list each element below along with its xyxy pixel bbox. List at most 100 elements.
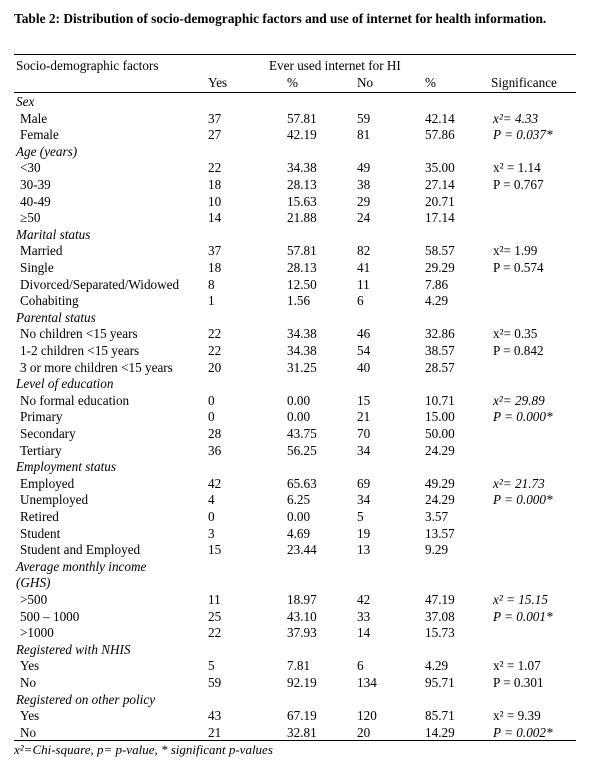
cell-no: 42 — [357, 592, 371, 607]
cell-significance: P = 0.842 — [493, 343, 544, 358]
cell-no: 49 — [357, 160, 371, 176]
row-label: Tertiary — [20, 442, 62, 458]
cell-pct-yes: 21.88 — [287, 210, 317, 226]
row-label: 1-2 children <15 years — [20, 343, 140, 358]
cell-yes: 21 — [208, 724, 222, 740]
table-title: Table 2: Distribution of socio-demograph… — [14, 11, 547, 26]
cell-pct-yes: 31.25 — [287, 359, 317, 375]
category-heading: (GHS) — [16, 575, 51, 591]
cell-significance: x²= 1.99 — [493, 243, 538, 259]
cell-no: 15 — [357, 392, 371, 408]
row-label: 40-49 — [20, 193, 51, 209]
row-label: <30 — [20, 160, 41, 176]
cell-yes: 15 — [208, 542, 222, 558]
cell-significance: P = 0.000* — [493, 409, 553, 425]
cell-pct-no: 49.29 — [425, 475, 455, 491]
cell-yes: 43 — [208, 708, 222, 724]
cell-pct-no: 35.00 — [425, 160, 455, 176]
cell-pct-no: 13.57 — [425, 525, 455, 541]
category-heading: Employment status — [16, 459, 116, 475]
cell-pct-yes: 12.50 — [287, 276, 317, 292]
cell-no: 70 — [357, 426, 371, 441]
row-label: 500 – 1000 — [20, 608, 80, 624]
cell-no: 38 — [357, 177, 371, 192]
cell-pct-no: 4.29 — [425, 658, 449, 674]
cell-pct-no: 15.00 — [425, 409, 455, 425]
cell-yes: 18 — [208, 260, 222, 275]
cell-yes: 1 — [208, 293, 215, 309]
cell-yes: 0 — [208, 392, 215, 408]
cell-pct-no: 24.29 — [425, 442, 455, 458]
category-heading: Marital status — [16, 226, 91, 242]
cell-no: 29 — [357, 193, 371, 209]
row-label: Primary — [20, 409, 63, 425]
cell-yes: 27 — [208, 127, 222, 143]
category-heading: Registered on other policy — [16, 691, 156, 707]
cell-pct-yes: 34.38 — [287, 343, 317, 358]
cell-significance: P = 0.301 — [493, 675, 544, 690]
row-label: Married — [20, 243, 63, 259]
row-label: Single — [20, 260, 54, 275]
cell-no: 34 — [357, 442, 371, 458]
category-heading: Age (years) — [16, 143, 78, 159]
row-label: Employed — [20, 475, 75, 491]
cell-pct-no: 42.14 — [425, 110, 455, 126]
cell-pct-yes: 32.81 — [287, 724, 317, 740]
cell-pct-yes: 57.81 — [287, 243, 317, 259]
cell-pct-yes: 28.13 — [287, 177, 317, 192]
cell-pct-no: 9.29 — [425, 542, 449, 558]
cell-significance: x² = 9.39 — [493, 708, 541, 724]
category-heading: Registered with NHIS — [16, 641, 131, 657]
cell-no: 81 — [357, 127, 371, 143]
cell-yes: 37 — [208, 243, 222, 259]
cell-pct-no: 28.57 — [425, 359, 455, 375]
cell-pct-yes: 4.69 — [287, 525, 311, 541]
cell-yes: 18 — [208, 177, 222, 192]
row-label: >500 — [20, 592, 48, 607]
header-factor: Socio-demographic factors — [16, 58, 159, 73]
cell-yes: 10 — [208, 193, 222, 209]
table-footnote: x²=Chi-square, p= p-value, * significant… — [14, 742, 273, 757]
cell-yes: 8 — [208, 276, 215, 292]
row-label: Student — [20, 525, 61, 541]
cell-pct-yes: 6.25 — [287, 492, 311, 508]
cell-pct-no: 17.14 — [425, 210, 455, 226]
cell-no: 19 — [357, 525, 371, 541]
cell-pct-yes: 0.00 — [287, 392, 311, 408]
cell-no: 6 — [357, 293, 364, 309]
category-heading: Sex — [16, 94, 35, 109]
bottom-rule — [14, 740, 576, 741]
cell-yes: 28 — [208, 426, 222, 441]
category-heading: Parental status — [16, 309, 96, 325]
row-label: No — [20, 675, 37, 690]
cell-pct-yes: 67.19 — [287, 708, 317, 724]
cell-pct-yes: 42.19 — [287, 127, 317, 143]
cell-yes: 22 — [208, 343, 222, 358]
row-label: Retired — [20, 509, 59, 524]
cell-significance: P = 0.574 — [493, 260, 544, 275]
cell-yes: 22 — [208, 625, 222, 641]
cell-no: 20 — [357, 724, 371, 740]
cell-pct-yes: 43.75 — [287, 426, 317, 441]
cell-no: 40 — [357, 359, 371, 375]
cell-no: 59 — [357, 110, 371, 126]
cell-pct-yes: 65.63 — [287, 475, 317, 491]
cell-pct-yes: 34.38 — [287, 160, 317, 176]
cell-yes: 37 — [208, 110, 222, 126]
cell-yes: 25 — [208, 608, 222, 624]
cell-yes: 5 — [208, 658, 215, 674]
cell-pct-no: 95.71 — [425, 675, 455, 690]
cell-significance: P = 0.037* — [493, 127, 553, 143]
cell-yes: 3 — [208, 525, 215, 541]
row-label: 3 or more children <15 years — [20, 359, 173, 375]
cell-pct-no: 3.57 — [425, 509, 449, 524]
cell-significance: x²= 29.89 — [493, 392, 545, 408]
cell-pct-no: 47.19 — [425, 592, 455, 607]
row-label: Cohabiting — [20, 293, 79, 309]
cell-pct-yes: 28.13 — [287, 260, 317, 275]
cell-pct-no: 10.71 — [425, 392, 455, 408]
cell-significance: P = 0.767 — [493, 177, 544, 192]
cell-pct-no: 14.29 — [425, 724, 455, 740]
cell-no: 34 — [357, 492, 371, 508]
